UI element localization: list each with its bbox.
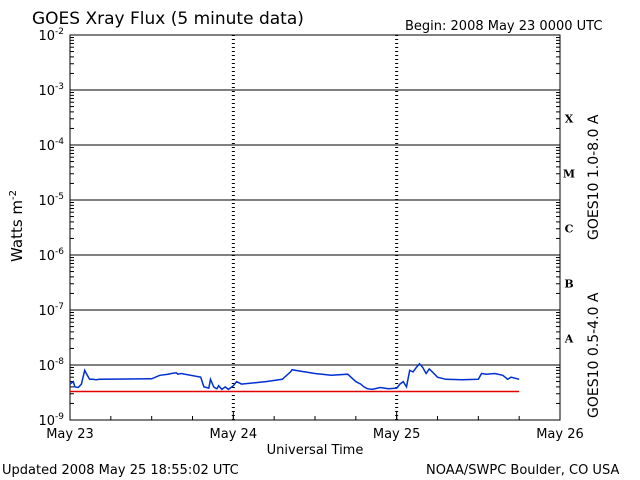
y-tick-base: 10 [38,29,55,44]
y-tick-exponent: -7 [55,302,64,312]
y-tick-label: 10-6 [38,247,64,264]
y-tick-label: 10-8 [38,357,64,374]
y-axis-ticks: 10-210-310-410-510-610-710-810-9 [38,27,560,429]
flare-class-a: A [564,333,574,346]
legend-long-channel: GOES10 1.0-8.0 A [586,114,602,240]
y-tick-label: 10-9 [38,412,64,429]
x-tick-label: May 26 [536,427,584,442]
y-tick-base: 10 [38,359,55,374]
y-tick-exponent: -3 [55,82,64,92]
series-short-channel-line [69,362,520,391]
y-tick-exponent: -2 [55,27,64,37]
y-tick-exponent: -6 [55,247,64,257]
y-tick-label: 10-4 [38,137,64,154]
y-tick-label: 10-2 [38,27,64,44]
y-tick-label: 10-7 [38,302,64,319]
y-tick-base: 10 [38,194,55,209]
chart-title: GOES Xray Flux (5 minute data) [32,9,304,29]
flare-class-labels: X M C B A [563,113,575,346]
legend-short-channel: GOES10 0.5-4.0 A [586,292,602,418]
y-tick-base: 10 [38,304,55,319]
credit-label: NOAA/SWPC Boulder, CO USA [426,463,619,478]
flare-class-c: C [565,223,574,236]
x-tick-label: May 24 [210,427,258,442]
plot-frame [69,34,561,421]
y-axis-label-text: Watts m [8,200,26,262]
y-tick-base: 10 [38,139,55,154]
x-axis-ticks: May 23 May 24 May 25 May 26 [46,35,584,442]
begin-label: Begin: 2008 May 23 0000 UTC [405,19,602,34]
x-tick-label: May 25 [373,427,421,442]
flare-class-b: B [564,278,573,291]
y-axis-label: Watts m-2 [8,190,26,262]
y-tick-label: 10-5 [38,192,64,209]
series-layer [69,362,520,393]
updated-timestamp: Updated 2008 May 25 18:55:02 UTC [2,463,239,478]
y-axis-label-exponent: -2 [8,190,19,200]
y-tick-exponent: -5 [55,192,64,202]
y-tick-label: 10-3 [38,82,64,99]
grid-layer [70,89,560,366]
x-axis-label: Universal Time [267,443,364,458]
svg-text:Watts m-2: Watts m-2 [8,190,26,262]
y-tick-base: 10 [38,249,55,264]
y-tick-exponent: -9 [55,412,64,422]
y-tick-exponent: -4 [55,137,64,147]
x-tick-label: May 23 [46,427,94,442]
flare-class-x: X [565,113,574,126]
y-tick-exponent: -8 [55,357,64,367]
y-tick-base: 10 [38,414,55,429]
flare-class-m: M [563,168,575,181]
y-tick-base: 10 [38,84,55,99]
